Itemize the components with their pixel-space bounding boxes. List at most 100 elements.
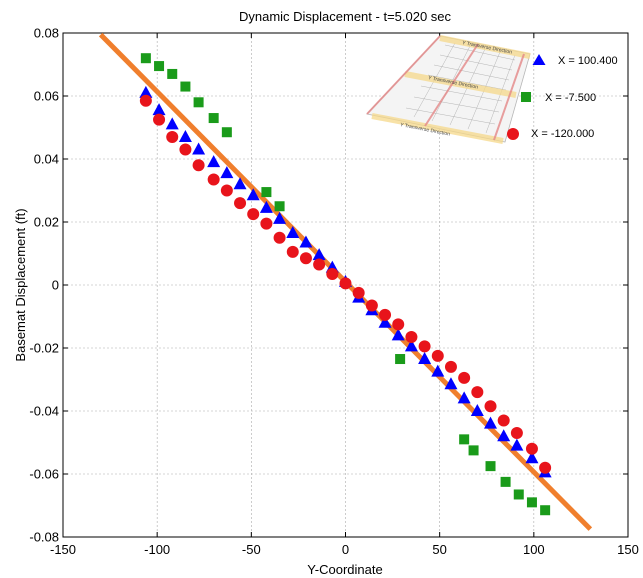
data-point-square: [500, 476, 511, 487]
legend-marker-circle: [507, 128, 519, 140]
data-point-circle: [220, 184, 233, 197]
data-point-circle: [273, 231, 286, 244]
data-point-circle: [379, 308, 392, 321]
transverse-bands: [371, 35, 531, 144]
data-point-triangle: [444, 377, 458, 390]
series-layer: [139, 53, 552, 516]
axis-ticks: [62, 32, 629, 538]
data-point-circle: [260, 217, 273, 230]
data-point-triangle: [152, 103, 166, 116]
data-point-circle: [444, 360, 457, 373]
data-point-square: [261, 187, 272, 198]
data-point-circle: [207, 173, 220, 186]
data-point-circle: [247, 208, 260, 221]
data-point-circle: [539, 461, 552, 474]
data-point-triangle: [165, 117, 179, 130]
data-point-square: [221, 127, 232, 138]
legend: X = 100.400 X = -7.500 X = -120.000: [507, 54, 618, 140]
data-point-square: [274, 201, 285, 212]
data-point-square: [193, 97, 204, 108]
basemat-schematic-inset: Y Transverse Direction Y Transverse Dire…: [366, 35, 531, 144]
y-tick-label: -0.06: [29, 467, 59, 482]
data-point-circle: [418, 340, 431, 353]
data-point-triangle: [246, 188, 260, 201]
data-point-circle: [234, 197, 247, 210]
data-point-circle: [313, 258, 326, 271]
longitudinal-bands: [366, 35, 525, 141]
y-tick-label: 0.04: [34, 152, 59, 167]
y-tick-labels: 0.08 0.06 0.04 0.02 0 -0.02 -0.04 -0.06 -0.08: [29, 26, 59, 545]
data-point-square: [513, 489, 524, 500]
basemat-mesh: [405, 42, 516, 134]
data-point-triangle: [207, 155, 221, 168]
data-point-circle: [166, 130, 179, 143]
data-point-circle: [471, 386, 484, 399]
data-point-triangle: [510, 438, 524, 451]
data-point-circle: [352, 286, 365, 299]
x-tick-labels: -150 -100 -50 0 50 100 150: [50, 542, 639, 557]
y-tick-label: -0.02: [29, 341, 59, 356]
data-point-triangle: [233, 177, 247, 190]
data-point-triangle: [497, 429, 511, 442]
y-tick-label: -0.08: [29, 530, 59, 545]
data-point-triangle: [220, 166, 234, 179]
data-point-square: [140, 53, 151, 64]
data-point-triangle: [457, 391, 471, 404]
data-point-circle: [392, 318, 405, 331]
x-tick-label: -150: [50, 542, 76, 557]
data-point-circle: [405, 330, 418, 343]
legend-marker-square: [521, 92, 531, 102]
data-point-triangle: [299, 235, 313, 248]
x-axis-title: Y-Coordinate: [307, 562, 382, 577]
data-point-triangle: [418, 352, 432, 365]
y-tick-label: 0.06: [34, 89, 59, 104]
data-point-triangle: [286, 226, 300, 239]
y-tick-label: 0: [52, 278, 59, 293]
data-point-circle: [326, 267, 339, 280]
data-point-square: [180, 81, 191, 92]
data-point-square: [395, 354, 406, 365]
data-point-triangle: [139, 85, 153, 98]
data-point-triangle: [470, 404, 484, 416]
legend-label-series-2: X = -7.500: [545, 92, 596, 104]
data-point-circle: [339, 277, 352, 290]
data-point-square: [540, 505, 551, 516]
data-point-circle: [365, 299, 378, 312]
data-point-square: [459, 434, 470, 445]
data-point-triangle: [525, 451, 539, 464]
data-point-circle: [497, 414, 510, 427]
data-point-circle: [299, 252, 312, 265]
legend-label-series-3: X = -120.000: [531, 128, 594, 140]
legend-label-series-1: X = 100.400: [558, 55, 618, 67]
y-tick-label: -0.04: [29, 404, 59, 419]
x-tick-label: 50: [432, 542, 446, 557]
data-point-circle: [153, 113, 166, 126]
data-point-circle: [525, 442, 538, 455]
data-point-square: [468, 445, 479, 456]
data-point-square: [167, 68, 178, 79]
data-point-circle: [458, 371, 471, 384]
x-tick-label: 0: [342, 542, 349, 557]
data-point-circle: [431, 349, 444, 362]
data-point-triangle: [484, 416, 498, 429]
data-point-triangle: [431, 364, 445, 377]
y-tick-label: 0.08: [34, 26, 59, 41]
data-point-circle: [179, 143, 192, 156]
data-point-square: [526, 497, 537, 508]
data-point-circle: [139, 94, 152, 107]
data-point-triangle: [273, 211, 287, 224]
data-point-triangle: [391, 328, 405, 341]
data-point-triangle: [312, 248, 326, 261]
y-tick-label: 0.02: [34, 215, 59, 230]
data-point-circle: [484, 400, 497, 413]
y-axis-title: Basemat Displacement (ft): [13, 208, 28, 361]
data-point-triangle: [192, 142, 206, 155]
plot-area: [62, 32, 629, 538]
x-tick-label: -50: [242, 542, 261, 557]
legend-marker-triangle: [532, 54, 546, 65]
data-point-triangle: [404, 339, 418, 352]
chart-title: Dynamic Displacement - t=5.020 sec: [239, 9, 452, 24]
data-point-square: [154, 61, 165, 72]
x-tick-label: 150: [617, 542, 639, 557]
